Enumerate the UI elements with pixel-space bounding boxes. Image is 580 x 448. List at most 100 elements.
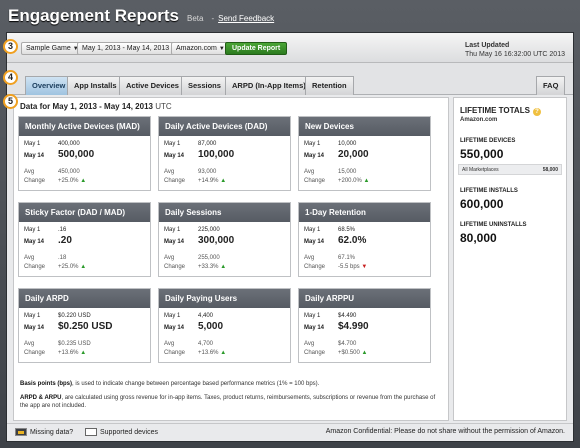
row-label: Avg [24, 341, 35, 347]
callout-badge-4: 4 [3, 70, 18, 85]
supported-devices-link[interactable]: Supported devices [85, 428, 158, 436]
report-panel: Sample Game▼ May 1, 2013 - May 14, 2013▼… [6, 32, 574, 442]
row-label: May 1 [24, 227, 41, 233]
arrow-up-icon: ▲ [220, 264, 227, 270]
row-label: May 1 [304, 141, 321, 147]
row-avg: Avg 450,000 [24, 169, 144, 175]
row-label: May 14 [304, 153, 325, 159]
chevron-down-icon: ▼ [218, 46, 225, 52]
row-end: May 14 .20 [24, 235, 144, 246]
lifetime-installs-value: 600,000 [460, 197, 504, 211]
row-value: .20 [58, 235, 72, 246]
data-range-text: Data for May 1, 2013 - May 14, 2013 [20, 102, 153, 111]
card-title: Daily Active Devices (DAD) [159, 117, 290, 136]
tab-app-installs[interactable]: App Installs [67, 76, 124, 95]
row-start: May 1 $0.220 USD [24, 313, 144, 319]
row-value: 93,000 [198, 169, 217, 175]
row-value: 500,000 [58, 149, 95, 160]
row-value: 10,000 [338, 141, 357, 147]
row-change: Change +200.0% ▲ [304, 178, 424, 184]
sidebar-store: Amazon.com [460, 117, 498, 123]
card-title: Monthly Active Devices (MAD) [19, 117, 150, 136]
data-range-heading: Data for May 1, 2013 - May 14, 2013 UTC [20, 102, 172, 111]
tab-retention[interactable]: Retention [305, 76, 354, 95]
lifetime-totals-label: LIFETIME TOTALS [460, 106, 530, 115]
missing-data-link[interactable]: Missing data? [15, 428, 73, 436]
row-value: 62.0% [338, 235, 367, 246]
tab-arpd[interactable]: ARPD (In-App Items) [225, 76, 313, 95]
card-title: Daily ARPPU [299, 289, 430, 308]
row-label: May 14 [164, 239, 185, 245]
row-avg: Avg $4.700 [304, 341, 424, 347]
row-value: 100,000 [198, 149, 235, 160]
separator: - [211, 14, 215, 23]
row-label: May 14 [24, 239, 45, 245]
help-icon[interactable]: ? [532, 108, 541, 116]
row-value: $4.490 [338, 313, 357, 319]
chevron-down-icon: ▼ [72, 46, 79, 52]
row-value: 67.1% [338, 255, 356, 261]
row-value: 450,000 [58, 169, 80, 175]
row-start: May 1 .16 [24, 227, 144, 233]
row-label: May 14 [164, 325, 185, 331]
bps-text: , is used to indicate change between per… [72, 381, 320, 387]
card-daily-sessions: Daily Sessions May 1 225,000 May 14 300,00… [158, 202, 291, 277]
row-label: Change [164, 178, 186, 184]
row-label: May 1 [164, 313, 181, 319]
filter-bar: Sample Game▼ May 1, 2013 - May 14, 2013▼… [7, 33, 573, 63]
row-label: Change [24, 178, 46, 184]
row-label: May 14 [24, 325, 45, 331]
row-change: Change +14.9% ▲ [164, 178, 284, 184]
confidential-notice: Amazon Confidential: Please do not share… [325, 428, 565, 435]
store-select-value: Amazon.com [176, 45, 217, 52]
missing-data-icon [15, 428, 27, 436]
row-label: May 1 [304, 227, 321, 233]
update-report-button[interactable]: Update Report [225, 42, 288, 55]
tab-overview[interactable]: Overview [25, 76, 73, 95]
row-label: Change [304, 178, 326, 184]
row-value: +13.6% [198, 350, 219, 356]
row-label: Change [164, 350, 186, 356]
lifetime-devices-value: 550,000 [460, 147, 504, 161]
row-change: Change +13.6% ▲ [164, 350, 284, 356]
tab-active-devices[interactable]: Active Devices [119, 76, 186, 95]
arpd-term: ARPD & ARPU [20, 395, 62, 401]
row-value: 4,400 [198, 313, 214, 319]
row-value: .18 [58, 255, 67, 261]
row-end: May 14 100,000 [164, 149, 284, 160]
arrow-up-icon: ▲ [361, 350, 368, 356]
card-mad: Monthly Active Devices (MAD) May 1 400,00… [18, 116, 151, 191]
row-change: Change +$0.500 ▲ [304, 350, 424, 356]
arrow-down-icon: ▼ [361, 264, 368, 270]
row-value: +200.0% [338, 178, 362, 184]
card-title: Daily ARPD [19, 289, 150, 308]
row-label: May 1 [304, 313, 321, 319]
game-select[interactable]: Sample Game ▼ [21, 42, 84, 55]
row-value: 225,000 [198, 227, 220, 233]
send-feedback-link[interactable]: Send Feedback [218, 14, 275, 23]
game-select-value: Sample Game [26, 45, 71, 52]
row-change: Change +33.3% ▲ [164, 264, 284, 270]
tab-faq[interactable]: FAQ [536, 76, 566, 95]
date-range-select[interactable]: May 1, 2013 - May 14, 2013▼ [77, 42, 183, 55]
lifetime-totals-title: LIFETIME TOTALS? [460, 106, 541, 116]
row-start: May 1 87,000 [164, 141, 284, 147]
overview-content: Data for May 1, 2013 - May 14, 2013 UTC … [13, 97, 449, 421]
row-start: May 1 $4.490 [304, 313, 424, 319]
row-value: +25.0% [58, 264, 79, 270]
title-bar: Engagement Reports Beta - Send Feedback [8, 6, 274, 32]
store-select[interactable]: Amazon.com ▼ [171, 42, 230, 55]
tab-sessions[interactable]: Sessions [181, 76, 228, 95]
row-value: 400,000 [58, 141, 80, 147]
row-label: May 1 [164, 141, 181, 147]
arpd-note: ARPD & ARPU, are calculated using gross … [20, 394, 444, 410]
last-updated: Last Updated Thu May 16 16:32:00 UTC 201… [465, 41, 565, 59]
row-value: $0.235 USD [58, 341, 91, 347]
arrow-up-icon: ▲ [80, 178, 87, 184]
row-value: +25.0% [58, 178, 79, 184]
arrow-up-icon: ▲ [80, 264, 87, 270]
card-dad: Daily Active Devices (DAD) May 1 87,000 M… [158, 116, 291, 191]
date-range-value: May 1, 2013 - May 14, 2013 [82, 45, 170, 52]
row-label: Avg [304, 255, 315, 261]
